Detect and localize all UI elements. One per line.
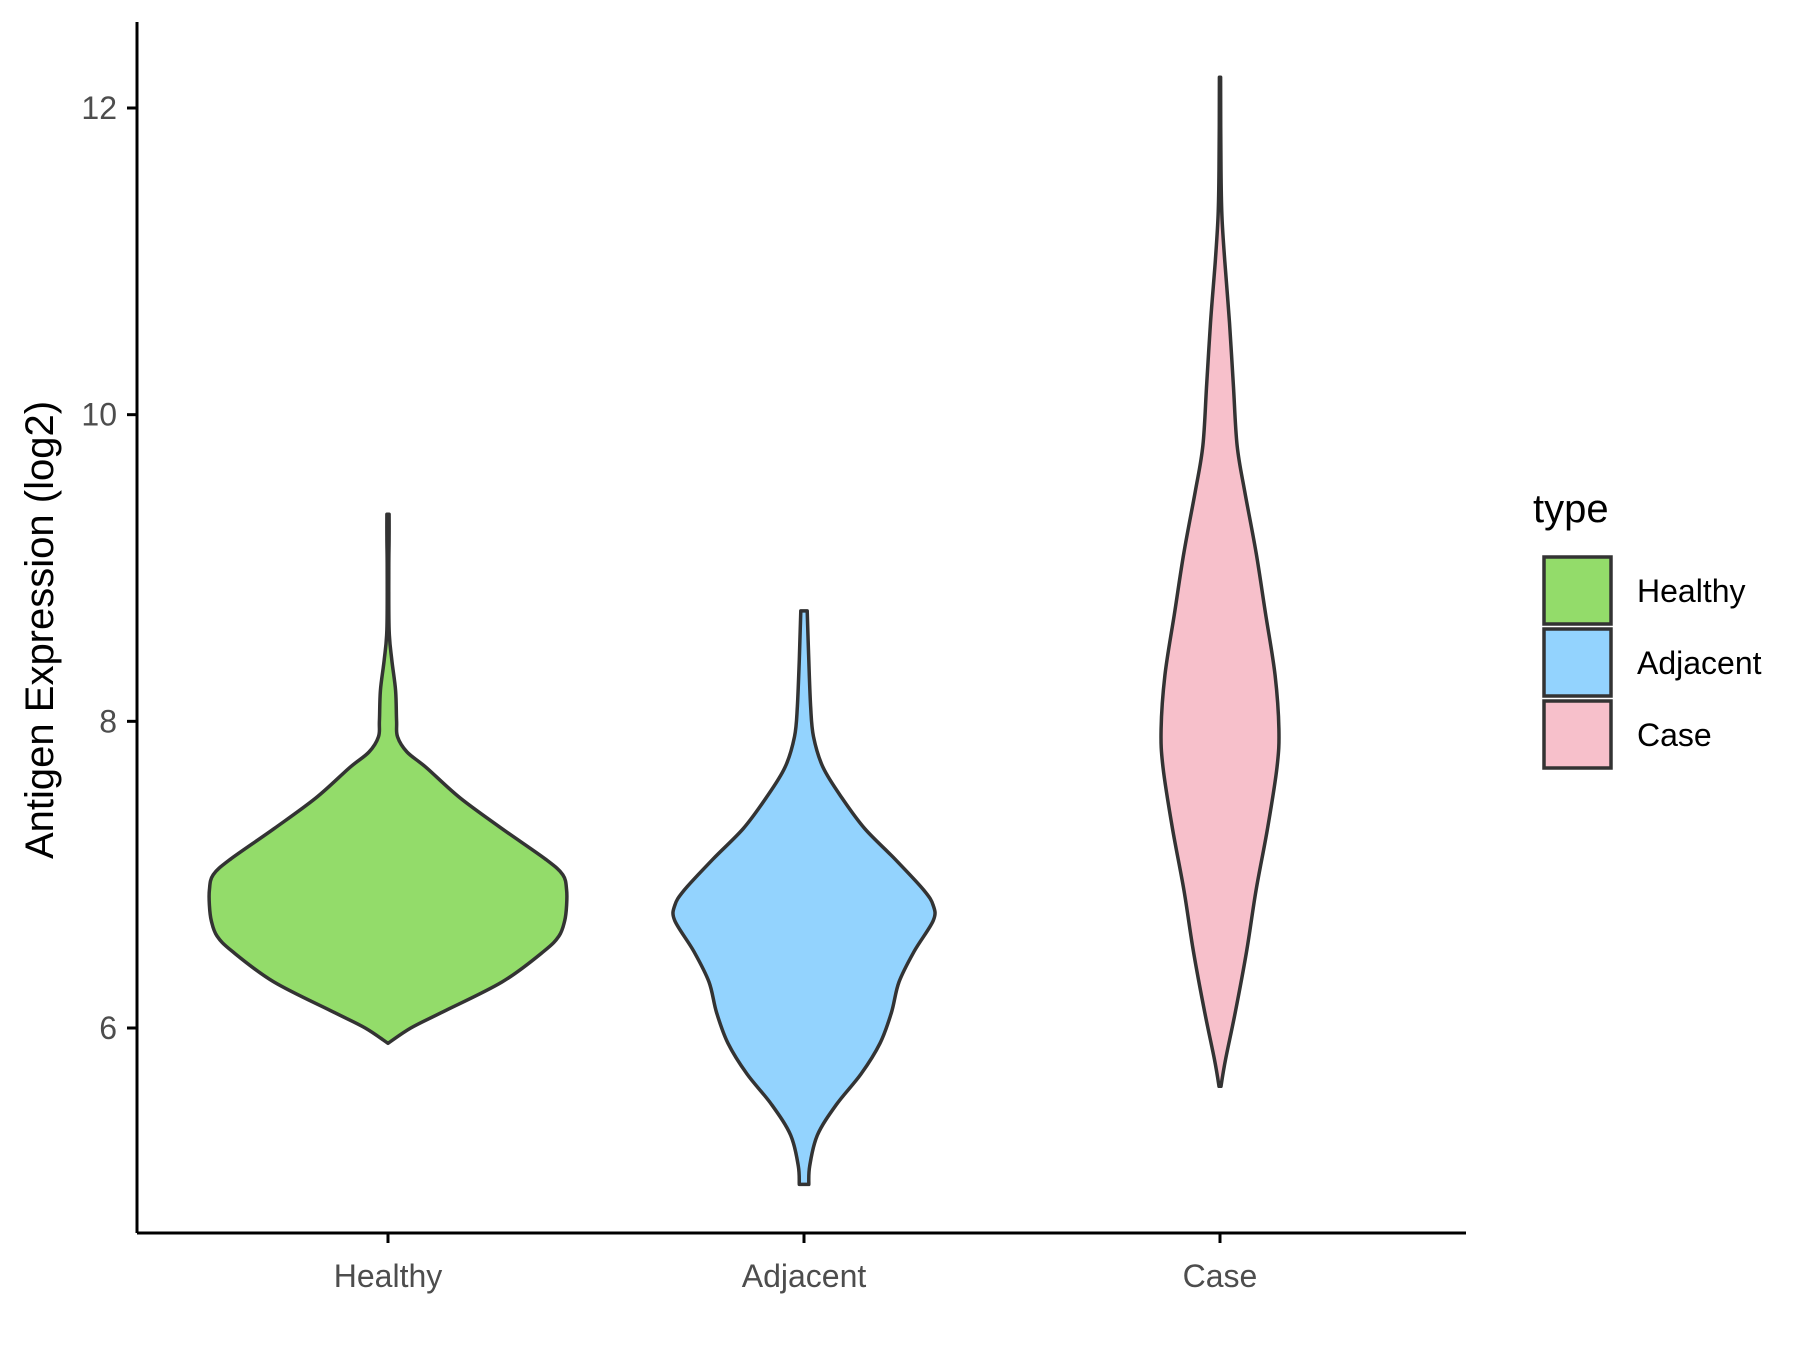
legend-label-adjacent: Adjacent bbox=[1637, 645, 1762, 681]
y-tick-label: 10 bbox=[81, 397, 117, 433]
violin-healthy bbox=[207, 512, 569, 1046]
x-ticks: Healthy Adjacent Case bbox=[334, 1233, 1258, 1294]
y-tick-label: 12 bbox=[81, 90, 117, 126]
legend-key-healthy bbox=[1542, 555, 1613, 626]
x-tick-label: Adjacent bbox=[742, 1258, 867, 1294]
legend: type Healthy Adjacent Case bbox=[1533, 487, 1762, 770]
legend-label-healthy: Healthy bbox=[1637, 573, 1746, 609]
y-tick-label: 8 bbox=[99, 703, 117, 739]
x-tick-label: Healthy bbox=[334, 1258, 443, 1294]
legend-key-case bbox=[1542, 699, 1613, 770]
x-tick-label: Case bbox=[1183, 1258, 1258, 1294]
legend-entries: Healthy Adjacent Case bbox=[1542, 555, 1762, 770]
axes-layer: 6 8 10 12 Healthy Adjacent Case Antigen Expre… bbox=[18, 22, 1466, 1294]
violin-adjacent bbox=[671, 609, 937, 1187]
y-ticks: 6 8 10 12 bbox=[81, 90, 137, 1046]
legend-label-case: Case bbox=[1637, 717, 1712, 753]
legend-key-adjacent bbox=[1542, 627, 1613, 698]
legend-title: type bbox=[1533, 487, 1609, 531]
y-axis-title: Antigen Expression (log2) bbox=[18, 401, 62, 859]
violin-layer bbox=[207, 75, 1281, 1187]
violin-case bbox=[1159, 75, 1281, 1089]
y-tick-label: 6 bbox=[99, 1010, 117, 1046]
